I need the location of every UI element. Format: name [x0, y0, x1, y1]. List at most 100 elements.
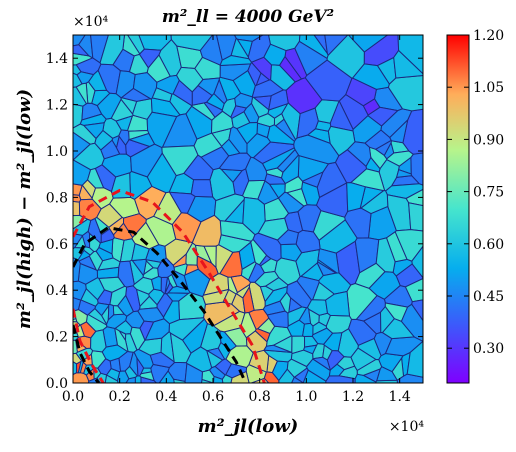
- y-tick-label: 0.6: [46, 237, 68, 253]
- voronoi-cell: [210, 110, 234, 134]
- plot-frame: [72, 34, 424, 384]
- colorbar-tick-label: 0.60: [473, 237, 504, 253]
- voronoi-cell: [325, 290, 351, 317]
- y-offset-label: ×10⁴: [73, 14, 109, 30]
- y-tick-label: 0.4: [46, 283, 68, 299]
- y-tick-label: 1.4: [46, 51, 68, 67]
- voronoi-cell: [225, 345, 254, 369]
- voronoi-cell: [218, 152, 252, 172]
- voronoi-cell: [293, 367, 309, 383]
- voronoi-cells: [73, 35, 423, 383]
- colorbar-tick-label: 1.20: [473, 28, 504, 44]
- voronoi-cell: [375, 237, 396, 273]
- colorbar-tick-label: 0.75: [473, 185, 504, 201]
- voronoi-cell: [277, 191, 305, 214]
- voronoi-cell: [206, 347, 226, 361]
- voronoi-cell: [317, 248, 340, 274]
- voronoi-cell: [73, 234, 87, 249]
- red-dashed-curve: [73, 308, 105, 383]
- voronoi-cell: [130, 143, 163, 178]
- voronoi-cell: [302, 322, 314, 338]
- voronoi-cell: [165, 292, 190, 302]
- x-tick-label: 0.2: [109, 389, 131, 405]
- voronoi-cell: [266, 310, 289, 329]
- voronoi-cell: [120, 87, 152, 102]
- voronoi-cell: [242, 285, 255, 314]
- voronoi-cell: [245, 156, 268, 182]
- voronoi-cell: [312, 321, 328, 336]
- voronoi-cell: [386, 150, 414, 167]
- voronoi-cell: [73, 318, 78, 323]
- voronoi-cell: [312, 356, 331, 372]
- x-tick-label: 0.8: [249, 389, 271, 405]
- boundary-curves: [73, 188, 266, 383]
- x-tick-label: 1.0: [295, 389, 317, 405]
- voronoi-cell: [128, 53, 149, 76]
- voronoi-cell: [104, 374, 119, 383]
- voronoi-cell: [393, 49, 423, 79]
- x-tick-label: 0.4: [155, 389, 177, 405]
- colorbar-ticks: 0.30 0.45 0.60 0.75 0.90 1.05 1.20: [447, 28, 504, 357]
- voronoi-cell: [115, 135, 127, 155]
- voronoi-cell: [255, 72, 271, 87]
- voronoi-cell: [327, 125, 356, 157]
- voronoi-cell: [323, 332, 343, 352]
- voronoi-cell: [133, 348, 154, 369]
- voronoi-cell: [90, 329, 107, 353]
- voronoi-cell: [99, 35, 125, 66]
- voronoi-cell: [213, 375, 224, 383]
- voronoi-cell: [73, 339, 78, 355]
- y-axis-title: m²_jl(high) − m²_jl(low): [14, 89, 35, 329]
- voronoi-cell: [284, 175, 304, 194]
- chart-title: m²_ll = 4000 GeV²: [162, 7, 334, 27]
- black-dashed-curve: [73, 226, 248, 383]
- voronoi-cell: [190, 179, 214, 198]
- y-tick-label: 0.2: [46, 330, 68, 346]
- voronoi-cell: [153, 191, 182, 226]
- x-tick-label: 1.2: [342, 389, 364, 405]
- voronoi-cell: [73, 64, 82, 76]
- voronoi-cell: [230, 370, 250, 383]
- voronoi-cell: [88, 250, 104, 272]
- voronoi-cell: [356, 358, 383, 376]
- colorbar-tick-label: 1.05: [473, 80, 504, 96]
- voronoi-cell: [247, 262, 266, 283]
- voronoi-cell: [219, 54, 252, 67]
- voronoi-cell: [263, 371, 280, 383]
- voronoi-cell: [172, 252, 187, 268]
- voronoi-cell: [296, 107, 319, 139]
- voronoi-cell: [110, 98, 134, 122]
- voronoi-cell: [73, 86, 88, 107]
- voronoi-cell: [234, 92, 254, 109]
- colorbar: 0.30 0.45 0.60 0.75 0.90 1.05 1.20: [446, 28, 504, 384]
- voronoi-cell: [376, 366, 399, 382]
- x-tick-label: 0.6: [202, 389, 224, 405]
- voronoi-cell: [278, 55, 303, 83]
- voronoi-cell: [76, 71, 95, 85]
- voronoi-cell: [170, 35, 214, 52]
- voronoi-cell: [346, 182, 366, 213]
- voronoi-cell: [397, 35, 423, 75]
- voronoi-cell: [184, 362, 203, 383]
- voronoi-cell: [96, 203, 123, 228]
- y-tick-label: 0.8: [46, 190, 68, 206]
- voronoi-cell: [80, 287, 99, 307]
- voronoi-cell: [374, 139, 392, 157]
- voronoi-cell: [213, 193, 245, 222]
- colorbar-frame: [446, 34, 470, 384]
- voronoi-cell: [87, 167, 105, 189]
- voronoi-cell: [109, 285, 128, 307]
- y-tick-label: 0.0: [46, 376, 68, 392]
- voronoi-cell: [139, 371, 155, 382]
- voronoi-cell: [145, 259, 162, 269]
- voronoi-cell: [230, 37, 250, 60]
- x-tick-label: 1.4: [389, 389, 411, 405]
- voronoi-cell: [131, 242, 150, 262]
- voronoi-cell: [114, 327, 129, 352]
- voronoi-cell: [203, 245, 217, 269]
- voronoi-cell: [78, 198, 102, 222]
- x-tick-label: 0.0: [62, 389, 84, 405]
- colorbar-tick-label: 0.45: [473, 289, 504, 305]
- voronoi-cell: [73, 44, 91, 57]
- voronoi-cell: [381, 318, 416, 340]
